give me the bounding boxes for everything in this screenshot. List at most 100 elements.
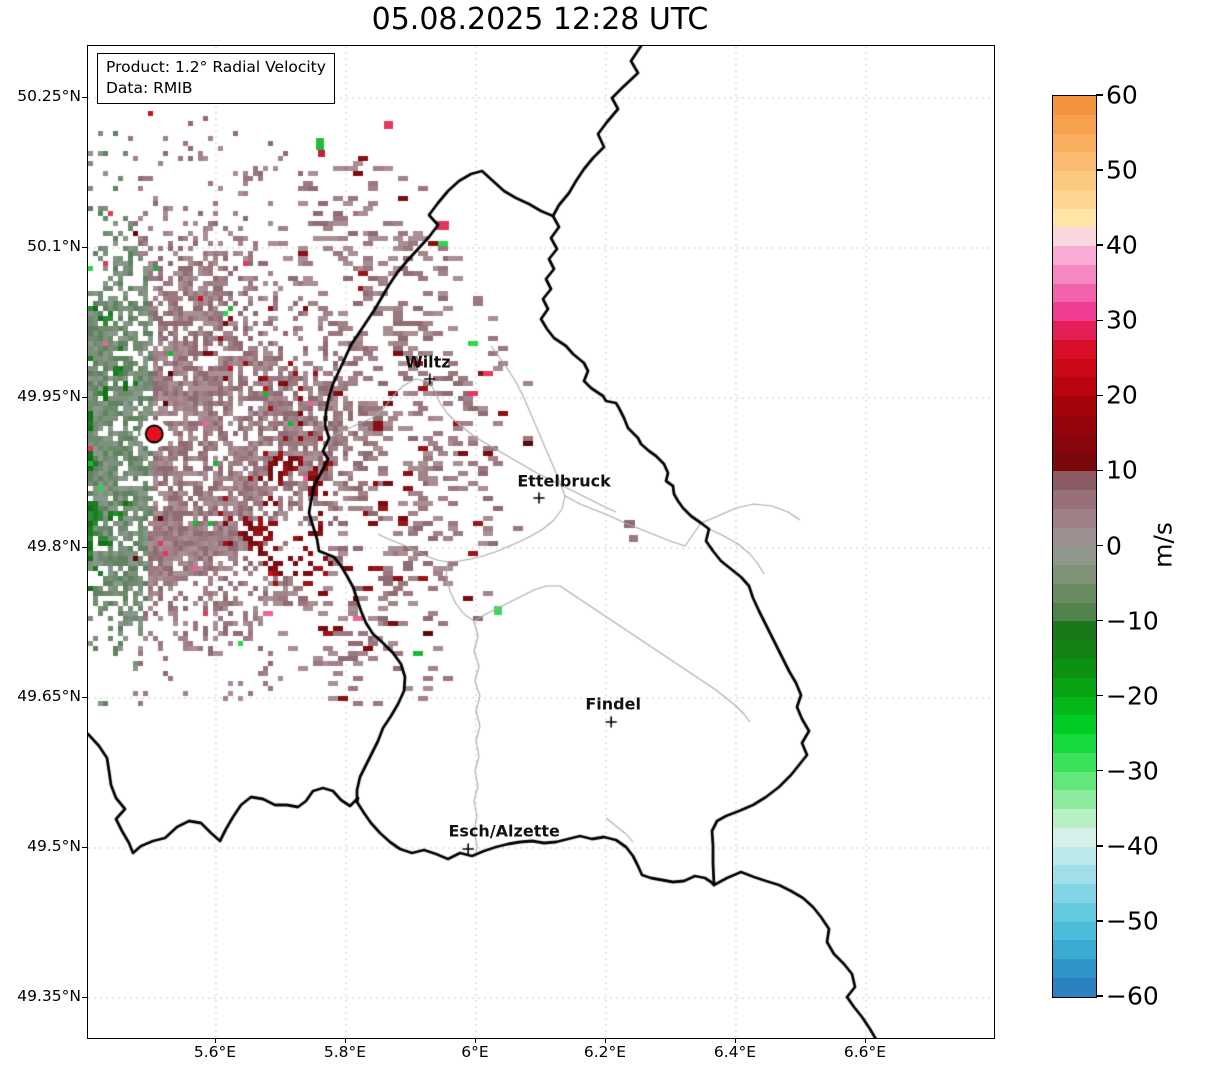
- colorbar-tick-label: 10: [1106, 455, 1138, 485]
- data-source-line: Data: RMIB: [106, 79, 193, 97]
- x-tick-label: 6.2°E: [583, 1043, 627, 1061]
- colorbar-segment: [1053, 809, 1096, 828]
- colorbar-segment: [1053, 884, 1096, 903]
- colorbar-tick-label: −50: [1106, 906, 1159, 936]
- y-tick-mark: [82, 247, 87, 249]
- colorbar-segment: [1053, 977, 1096, 997]
- colorbar-segment: [1053, 396, 1096, 416]
- y-tick-label: 49.8°N: [27, 537, 81, 555]
- colorbar-segment: [1053, 321, 1096, 340]
- colorbar-segment: [1053, 152, 1096, 172]
- colorbar-segment: [1053, 339, 1096, 359]
- colorbar-segment: [1053, 696, 1096, 716]
- colorbar-tick-label: −60: [1106, 981, 1159, 1011]
- colorbar-segment: [1053, 921, 1096, 941]
- colorbar-segment: [1053, 640, 1096, 659]
- colorbar-tick-label: 40: [1106, 230, 1138, 260]
- colorbar-segment: [1053, 227, 1096, 247]
- colorbar-tick-mark: [1096, 469, 1103, 472]
- colorbar-tick-label: 20: [1106, 380, 1138, 410]
- colorbar-tick-label: 60: [1106, 80, 1138, 110]
- x-tick-label: 6.4°E: [713, 1043, 757, 1061]
- x-tick-mark: [214, 1038, 217, 1043]
- colorbar-segment: [1053, 677, 1096, 697]
- city-label-ettelbruck: Ettelbruck: [517, 471, 611, 491]
- colorbar-segment: [1053, 846, 1096, 866]
- colorbar-tick-label: −20: [1106, 681, 1159, 711]
- colorbar-segment: [1053, 508, 1096, 528]
- colorbar-segment: [1053, 658, 1096, 678]
- y-tick-mark: [82, 97, 87, 99]
- colorbar-segment: [1053, 377, 1096, 397]
- city-label-esch-alzette: Esch/Alzette: [448, 821, 560, 841]
- colorbar-tick-mark: [1096, 694, 1103, 697]
- colorbar-tick-mark: [1096, 544, 1103, 547]
- colorbar-tick-mark: [1096, 169, 1103, 171]
- colorbar-segment: [1053, 715, 1096, 735]
- colorbar-segment: [1053, 433, 1096, 453]
- y-tick-mark: [82, 697, 87, 699]
- colorbar-segment: [1053, 771, 1096, 791]
- colorbar-segment: [1053, 940, 1096, 960]
- colorbar-segment: [1053, 565, 1096, 584]
- colorbar-segment: [1053, 546, 1096, 566]
- velocity-colorbar: [1052, 95, 1097, 998]
- colorbar-segment: [1053, 208, 1096, 228]
- x-tick-mark: [344, 1038, 347, 1043]
- city-label-findel: Findel: [585, 694, 641, 714]
- colorbar-tick-mark: [1096, 920, 1103, 922]
- x-tick-mark: [474, 1038, 477, 1043]
- colorbar-segment: [1053, 415, 1096, 434]
- colorbar-segment: [1053, 959, 1096, 978]
- colorbar-segment: [1053, 358, 1096, 378]
- colorbar-tick-mark: [1096, 394, 1103, 397]
- x-tick-mark: [604, 1038, 607, 1043]
- colorbar-segment: [1053, 264, 1096, 284]
- colorbar-tick-mark: [1096, 845, 1103, 847]
- colorbar-segment: [1053, 790, 1096, 810]
- colorbar-segment: [1053, 171, 1096, 190]
- radar-map-canvas: [88, 46, 994, 1038]
- colorbar-segment: [1053, 734, 1096, 753]
- colorbar-tick-label: −10: [1106, 606, 1159, 636]
- colorbar-segment: [1053, 527, 1096, 547]
- y-tick-label: 49.95°N: [17, 387, 81, 405]
- city-label-wiltz: Wiltz: [405, 352, 451, 372]
- x-tick-label: 6°E: [461, 1043, 489, 1061]
- colorbar-segment: [1053, 621, 1096, 641]
- y-tick-mark: [82, 997, 87, 999]
- colorbar-segment: [1053, 96, 1096, 115]
- colorbar-segment: [1053, 246, 1096, 265]
- y-tick-label: 49.35°N: [17, 987, 81, 1005]
- x-tick-label: 5.8°E: [323, 1043, 367, 1061]
- y-tick-mark: [82, 397, 87, 399]
- figure-title: 05.08.2025 12:28 UTC: [371, 2, 709, 37]
- colorbar-segment: [1053, 865, 1096, 885]
- colorbar-segment: [1053, 583, 1096, 603]
- colorbar-units-label: m/s: [1148, 522, 1178, 568]
- colorbar-tick-mark: [1096, 319, 1103, 321]
- x-tick-mark: [734, 1038, 737, 1043]
- colorbar-segment: [1053, 283, 1096, 303]
- colorbar-segment: [1053, 133, 1096, 153]
- y-tick-label: 50.25°N: [17, 87, 81, 105]
- map-plot-area: Product: 1.2° Radial Velocity Data: RMIB…: [87, 45, 995, 1039]
- colorbar-tick-mark: [1096, 94, 1103, 96]
- y-tick-mark: [82, 547, 87, 549]
- x-tick-mark: [864, 1038, 867, 1043]
- colorbar-tick-mark: [1096, 619, 1103, 622]
- colorbar-tick-mark: [1096, 995, 1103, 997]
- product-line: Product: 1.2° Radial Velocity: [106, 58, 326, 76]
- x-tick-label: 6.6°E: [843, 1043, 887, 1061]
- colorbar-tick-mark: [1096, 770, 1103, 772]
- colorbar-segment: [1053, 189, 1096, 209]
- colorbar-tick-label: −40: [1106, 831, 1159, 861]
- colorbar-segment: [1053, 452, 1096, 472]
- colorbar-segment: [1053, 302, 1096, 322]
- y-tick-label: 49.65°N: [17, 687, 81, 705]
- colorbar-tick-mark: [1096, 244, 1103, 246]
- colorbar-tick-label: 30: [1106, 305, 1138, 335]
- colorbar-tick-label: 0: [1106, 531, 1122, 560]
- colorbar-segment: [1053, 827, 1096, 847]
